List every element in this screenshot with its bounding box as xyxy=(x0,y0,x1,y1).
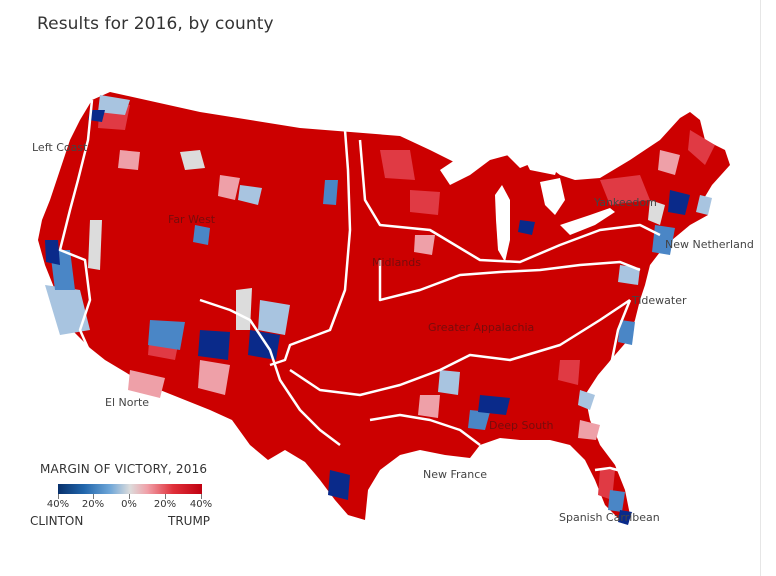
boundary-far-west-midlands xyxy=(269,129,352,367)
map-title: Results for 2016, by county xyxy=(37,14,274,34)
michigan-lower-gap xyxy=(520,150,560,175)
legend-tick xyxy=(201,494,202,499)
legend-tick-label: 40% xyxy=(46,499,70,510)
label-yankeedom: Yankeedom xyxy=(594,196,657,209)
lake-michigan xyxy=(495,185,510,262)
legend-tick-label: 40% xyxy=(189,499,213,510)
boundary-left-coast xyxy=(58,99,94,349)
label-el-norte: El Norte xyxy=(105,396,150,409)
legend-tick xyxy=(58,494,59,499)
legend-end-labels: CLINTON TRUMP xyxy=(28,514,228,530)
label-greater-appalachia: Greater Appalachia xyxy=(428,321,535,334)
label-tidewater: Tidewater xyxy=(632,294,687,307)
legend-tick xyxy=(165,494,166,499)
label-new-netherland: New Netherland xyxy=(665,238,754,251)
label-midlands: Midlands xyxy=(372,256,422,269)
label-far-west: Far West xyxy=(168,213,216,226)
boundary-appalachia-south xyxy=(289,298,631,397)
lake-superior xyxy=(440,140,520,185)
legend-tick xyxy=(129,494,130,499)
lake-erie-ontario xyxy=(560,208,615,235)
boundary-tidewater xyxy=(598,299,632,381)
legend-clinton-label: CLINTON xyxy=(30,514,84,528)
region-boundaries xyxy=(58,99,661,474)
legend-trump-label: TRUMP xyxy=(168,514,211,528)
boundary-deep-south-france xyxy=(369,413,481,446)
county-patches-light-red xyxy=(98,100,715,500)
legend-tick-label: 20% xyxy=(81,499,105,510)
county-patches-pink xyxy=(118,150,680,440)
label-left-coast: Left Coast xyxy=(32,141,88,154)
legend-tick-labels: 40% 20% 0% 20% 40% xyxy=(46,499,221,513)
boundary-midlands-yankee xyxy=(358,139,661,264)
lake-huron xyxy=(540,178,565,215)
label-spanish-caribbean: Spanish Carribean xyxy=(559,511,660,524)
divider xyxy=(760,0,761,576)
boundary-spanish-caribbean xyxy=(594,466,626,474)
county-patches-dark-blue xyxy=(45,110,690,525)
label-new-france: New France xyxy=(423,468,488,481)
legend-title: MARGIN OF VICTORY, 2016 xyxy=(40,462,208,476)
boundary-el-norte xyxy=(199,298,341,446)
label-deep-south: Deep South xyxy=(489,419,554,432)
boundary-midlands-appalachia xyxy=(378,260,641,302)
legend-color-scale xyxy=(58,484,202,499)
county-patches-light-blue xyxy=(45,95,712,410)
legend: MARGIN OF VICTORY, 2016 40% 20% 0% 20% 4… xyxy=(28,462,228,530)
legend-tick xyxy=(93,494,94,499)
legend-tick-label: 0% xyxy=(121,499,137,510)
legend-tick-label: 20% xyxy=(153,499,177,510)
